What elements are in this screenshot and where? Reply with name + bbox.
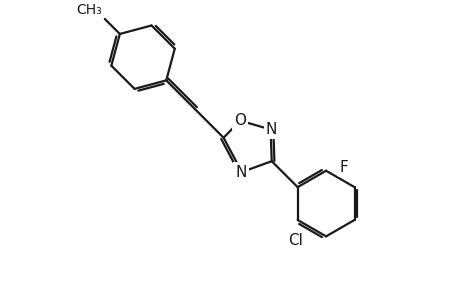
Text: CH₃: CH₃ [76, 3, 102, 17]
Text: Cl: Cl [288, 233, 302, 248]
Text: O: O [234, 113, 246, 128]
Text: N: N [265, 122, 277, 137]
Text: F: F [339, 160, 347, 175]
Text: N: N [235, 165, 246, 180]
